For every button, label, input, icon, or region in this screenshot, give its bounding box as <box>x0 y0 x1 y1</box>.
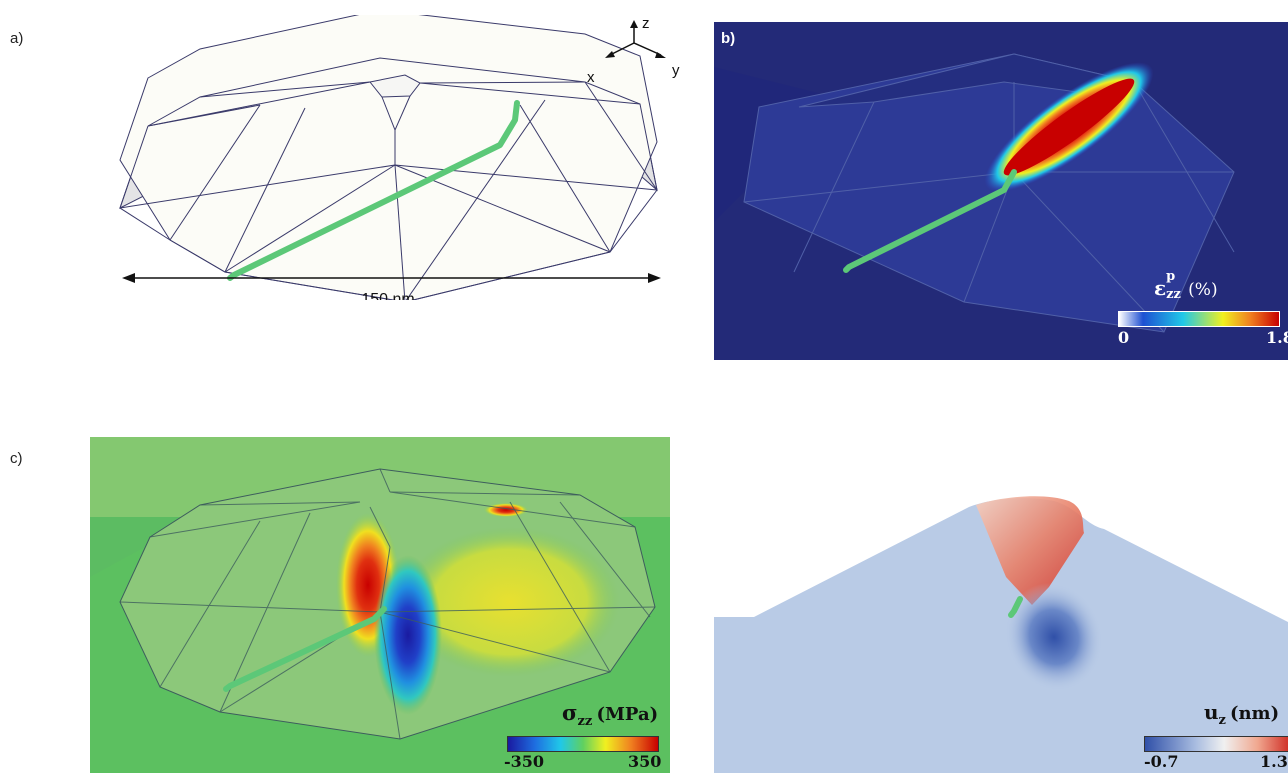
colorbar-b-unit: (%) <box>1188 280 1218 300</box>
panel-d: uz (nm) -0.7 1.3 <box>714 437 1288 773</box>
scale-label: 150 nm <box>361 291 414 300</box>
colorbar-c-max: 350 <box>628 752 662 771</box>
axes-triad <box>605 20 666 58</box>
panel-b: b) εp zz (%) 0 1.8 <box>714 22 1288 360</box>
colorbar-d-unit: (nm) <box>1229 703 1280 724</box>
panel-a-letter: a) <box>10 30 24 47</box>
axis-x-label: x <box>587 69 595 86</box>
dislocation-line <box>843 169 1017 273</box>
colorbar-d-min: -0.7 <box>1144 752 1179 771</box>
colorbar-b-min: 0 <box>1118 328 1130 347</box>
colorbar-d-sub: z <box>1218 713 1226 728</box>
panel-c: σzz (MPa) -350 350 <box>90 437 670 773</box>
dislocation-line <box>227 100 520 281</box>
colorbar-c-min: -350 <box>504 752 545 771</box>
panel-a-figure: 150 nm z x y <box>118 15 680 300</box>
dislocation-line <box>1008 596 1023 618</box>
colorbar-c-label: σzz (MPa) <box>562 700 659 729</box>
colorbar-b-sup: p <box>1166 269 1176 284</box>
axis-z-label: z <box>642 15 650 32</box>
axis-y-label: y <box>672 62 680 79</box>
colorbar-b-max: 1.8 <box>1266 328 1288 347</box>
panel-c-letter: c) <box>10 450 23 467</box>
colorbar-d-symbol: u <box>1204 700 1219 724</box>
colorbar-b-sub: zz <box>1166 287 1181 302</box>
colorbar-d-label: uz (nm) <box>1204 700 1280 728</box>
dislocation-line <box>223 606 387 692</box>
scale-arrow <box>122 273 661 283</box>
colorbar-d <box>1144 736 1288 752</box>
colorbar-b <box>1118 311 1280 327</box>
panel-b-letter: b) <box>721 30 736 47</box>
colorbar-c-sub: zz <box>577 714 593 729</box>
colorbar-c-unit: (MPa) <box>596 704 659 725</box>
colorbar-b-symbol: ε <box>1154 276 1167 300</box>
colorbar-c <box>507 736 659 752</box>
colorbar-d-max: 1.3 <box>1260 752 1288 771</box>
colorbar-b-label: ε p zz (%) <box>1154 269 1218 302</box>
colorbar-c-symbol: σ <box>562 700 578 725</box>
